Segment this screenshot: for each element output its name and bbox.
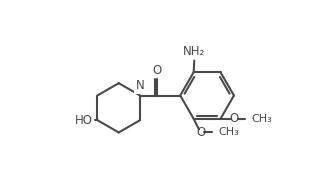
Text: HO: HO <box>75 114 93 127</box>
Text: O: O <box>229 112 238 125</box>
Text: NH₂: NH₂ <box>183 45 206 58</box>
Text: O: O <box>196 125 205 138</box>
Text: O: O <box>153 64 162 77</box>
Text: CH₃: CH₃ <box>251 114 272 124</box>
Text: N: N <box>136 79 144 92</box>
Text: N: N <box>136 79 144 92</box>
Text: CH₃: CH₃ <box>218 127 239 137</box>
